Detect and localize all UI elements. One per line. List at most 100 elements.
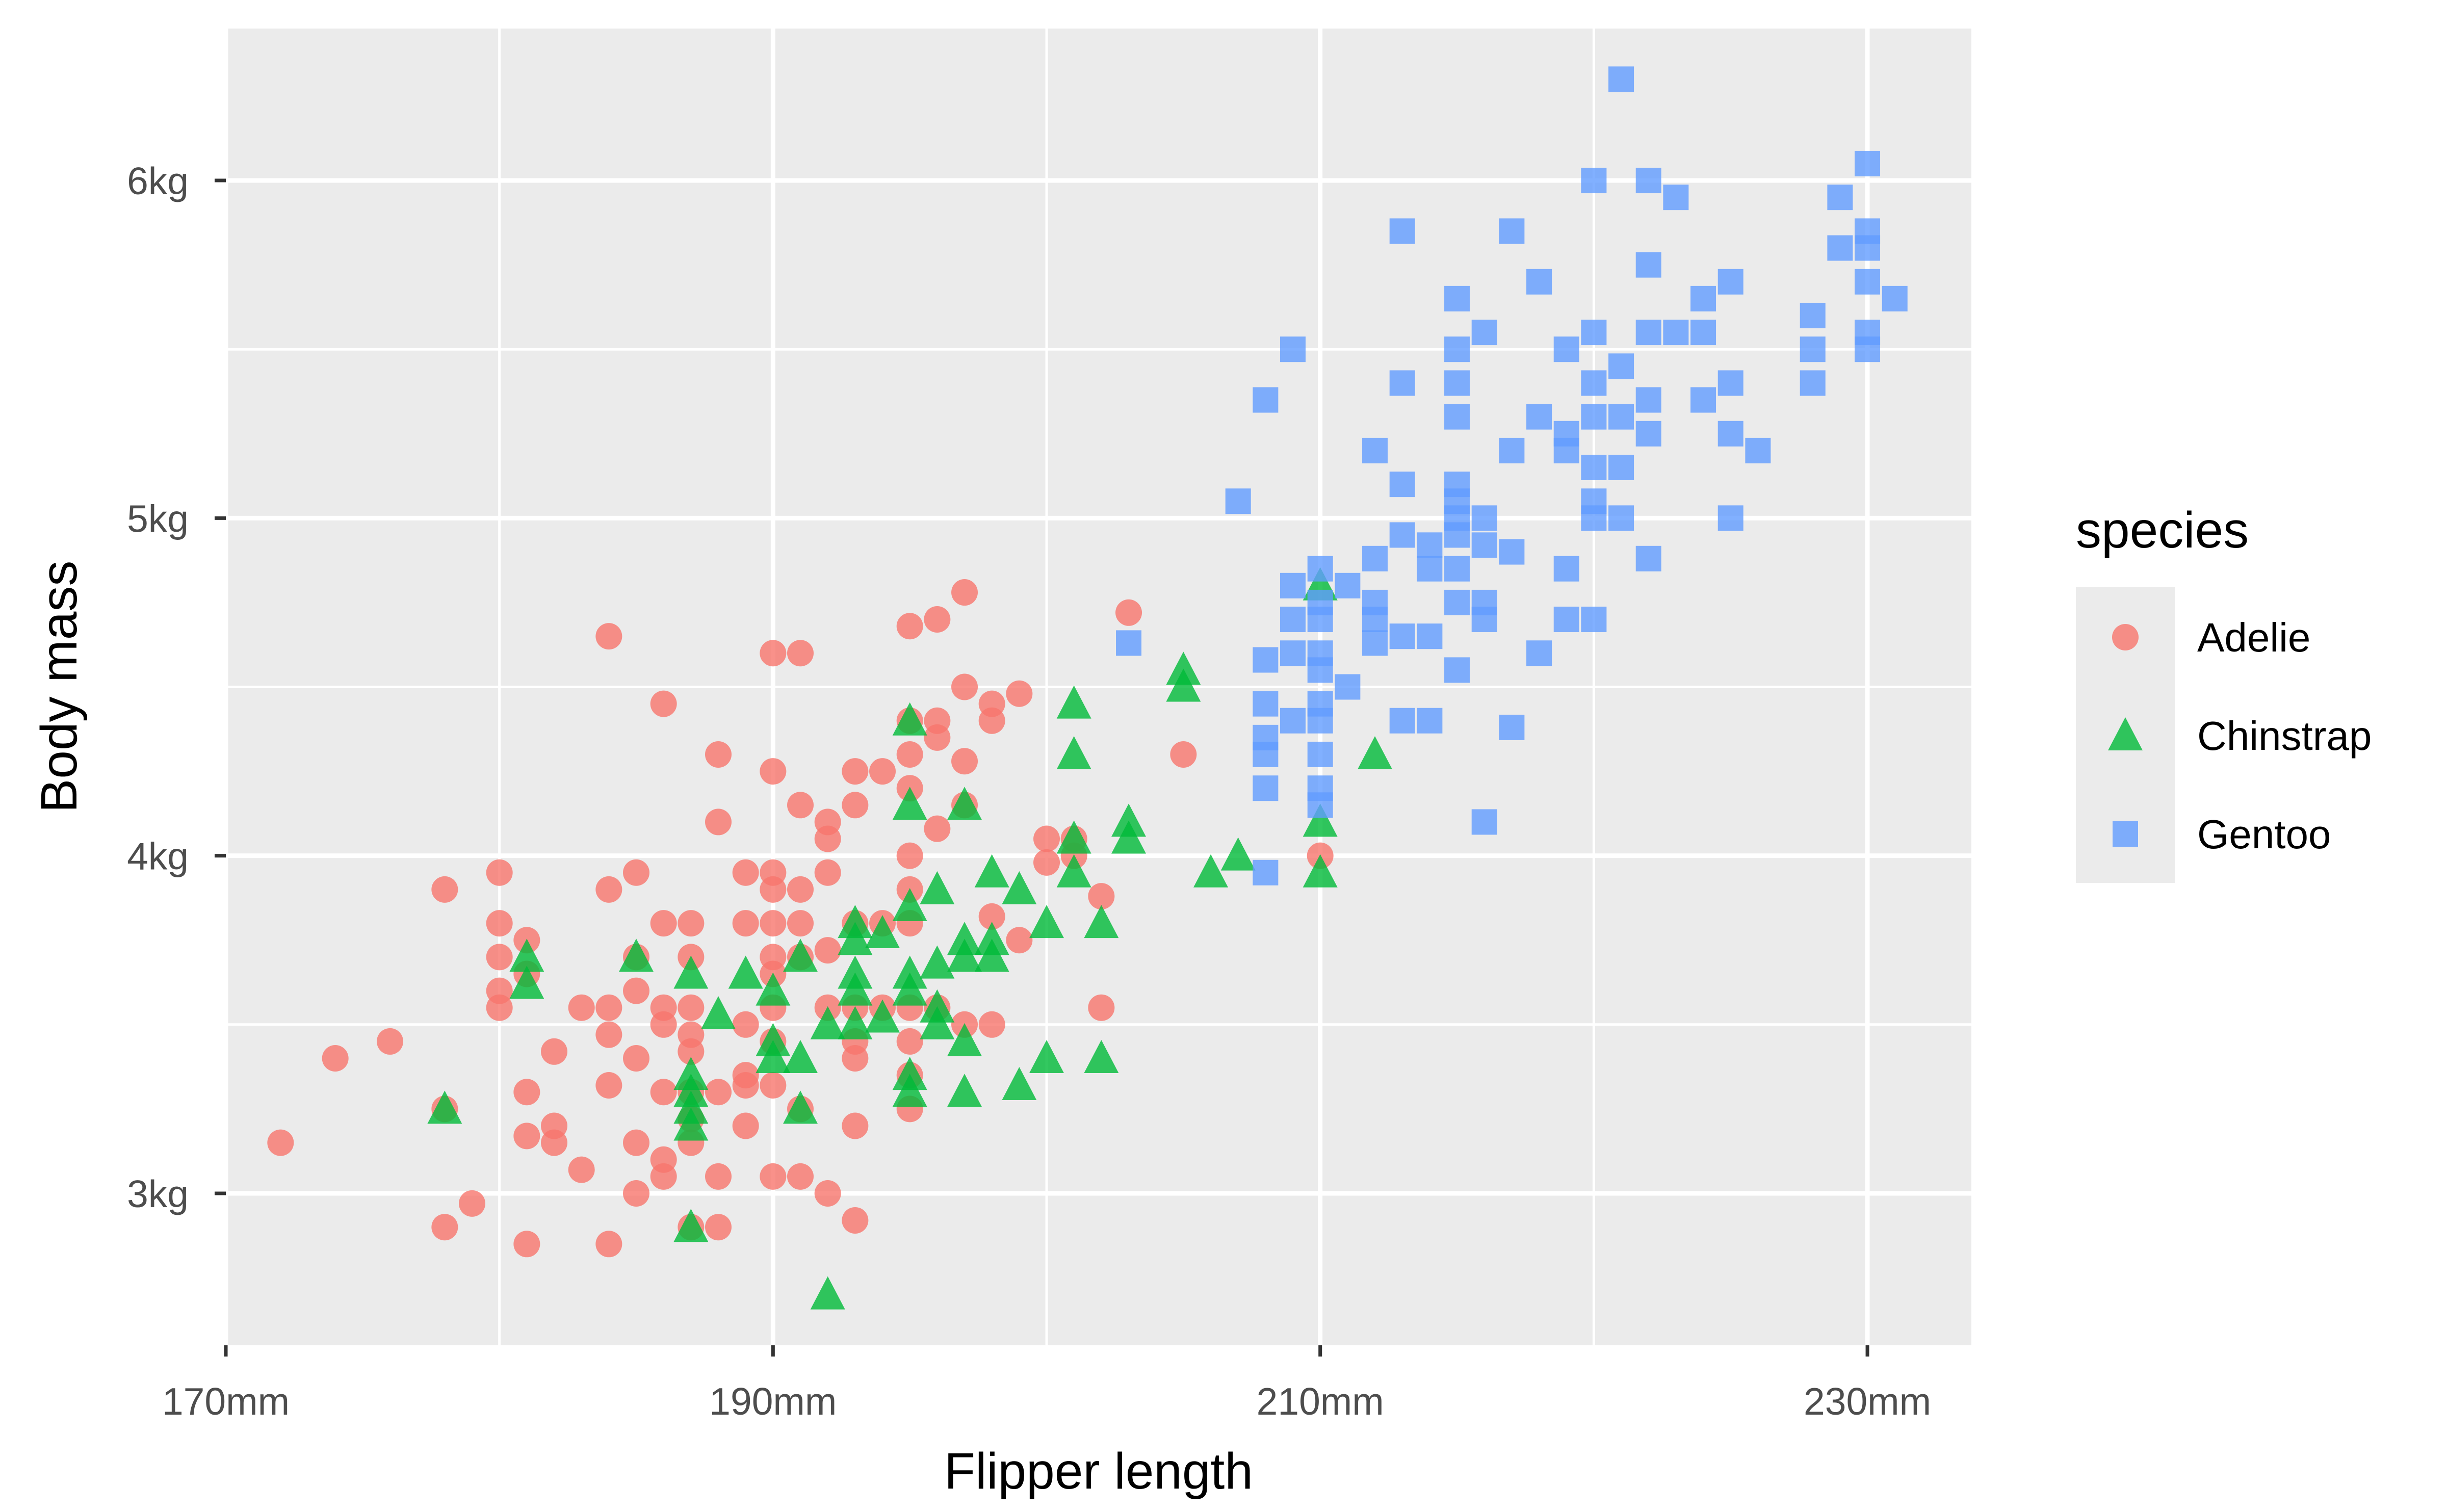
chinstrap-point bbox=[1358, 736, 1393, 769]
gentoo-point bbox=[1335, 572, 1361, 598]
gentoo-point bbox=[1499, 714, 1525, 740]
y-axis: 3kg 4kg 5kg 6kg bbox=[127, 160, 226, 1215]
gentoo-point bbox=[1253, 775, 1279, 801]
gentoo-point bbox=[1855, 150, 1881, 176]
gentoo-point bbox=[1417, 556, 1443, 582]
chinstrap-point bbox=[892, 1074, 927, 1107]
chinstrap-point bbox=[509, 966, 544, 999]
gentoo-point bbox=[1608, 505, 1634, 531]
chinstrap-point bbox=[1029, 1040, 1064, 1074]
gentoo-point bbox=[1362, 630, 1388, 656]
chinstrap-point bbox=[701, 996, 736, 1029]
gentoo-point bbox=[1253, 741, 1279, 767]
adelie-point bbox=[431, 1214, 458, 1241]
legend-label-gentoo: Gentoo bbox=[2197, 812, 2331, 857]
chinstrap-point bbox=[673, 1090, 709, 1124]
x-axis-title: Flipper length bbox=[944, 1443, 1253, 1500]
gentoo-point bbox=[1581, 455, 1607, 480]
x-tick-label: 190mm bbox=[709, 1380, 837, 1423]
adelie-point bbox=[842, 758, 869, 785]
chinstrap-point bbox=[1084, 905, 1119, 939]
gentoo-point bbox=[1307, 792, 1333, 818]
data-points bbox=[267, 66, 1908, 1310]
adelie-point bbox=[896, 842, 923, 869]
chinstrap-point bbox=[947, 939, 982, 972]
chinstrap-point bbox=[974, 922, 1009, 955]
chinstrap-point bbox=[1002, 871, 1037, 904]
gentoo-point bbox=[1608, 353, 1634, 379]
adelie-point bbox=[486, 944, 513, 971]
adelie-point bbox=[924, 606, 951, 633]
chinstrap-point bbox=[892, 888, 927, 921]
gentoo-point bbox=[1581, 370, 1607, 396]
gentoo-point bbox=[1581, 607, 1607, 633]
adelie-point bbox=[760, 876, 787, 903]
legend-label-adelie: Adelie bbox=[2197, 615, 2310, 660]
chinstrap-point bbox=[673, 1074, 709, 1107]
gentoo-point bbox=[1417, 623, 1443, 649]
chinstrap-point bbox=[947, 1074, 982, 1107]
adelie-point bbox=[377, 1028, 404, 1055]
chinstrap-point bbox=[756, 1040, 791, 1074]
gentoo-point bbox=[1553, 336, 1579, 362]
gentoo-point bbox=[1389, 370, 1415, 396]
gentoo-point bbox=[1526, 404, 1552, 430]
adelie-point bbox=[732, 859, 759, 886]
legend-title: species bbox=[2076, 502, 2249, 559]
gentoo-point bbox=[1444, 336, 1470, 362]
gentoo-point bbox=[1471, 809, 1497, 835]
adelie-point bbox=[842, 1112, 869, 1139]
gentoo-point bbox=[1307, 556, 1333, 582]
adelie-point bbox=[732, 1112, 759, 1139]
gentoo-point bbox=[1608, 455, 1634, 480]
chinstrap-point bbox=[865, 915, 900, 948]
gentoo-point bbox=[1581, 505, 1607, 531]
adelie-point bbox=[650, 1163, 677, 1190]
adelie-point bbox=[486, 859, 513, 886]
major-gridlines bbox=[223, 29, 1971, 1345]
adelie-point bbox=[978, 1011, 1005, 1038]
gentoo-point bbox=[1253, 647, 1279, 673]
adelie-point bbox=[541, 1038, 568, 1065]
adelie-point bbox=[650, 690, 677, 717]
gentoo-point bbox=[1307, 741, 1333, 767]
chinstrap-point bbox=[673, 955, 709, 989]
gentoo-point bbox=[1444, 556, 1470, 582]
chinstrap-point bbox=[892, 702, 927, 736]
adelie-point bbox=[541, 1129, 568, 1156]
adelie-point bbox=[595, 876, 622, 903]
adelie-point bbox=[705, 809, 732, 836]
adelie-point bbox=[760, 1072, 787, 1099]
gentoo-point bbox=[1608, 66, 1634, 92]
chinstrap-point bbox=[865, 999, 900, 1033]
adelie-point bbox=[1033, 825, 1060, 852]
chinstrap-point bbox=[1111, 803, 1147, 837]
gentoo-point bbox=[1471, 320, 1497, 346]
y-tick-label: 4kg bbox=[127, 835, 189, 878]
gentoo-point bbox=[1855, 336, 1881, 362]
legend-key-adelie bbox=[2112, 624, 2139, 650]
adelie-point bbox=[732, 910, 759, 937]
chinstrap-point bbox=[1303, 803, 1338, 837]
gentoo-point bbox=[1253, 859, 1279, 885]
gentoo-point bbox=[1526, 269, 1552, 295]
adelie-point bbox=[595, 1072, 622, 1099]
adelie-point bbox=[623, 859, 650, 886]
adelie-point bbox=[623, 1045, 650, 1072]
chinstrap-point bbox=[920, 871, 955, 904]
adelie-point bbox=[896, 741, 923, 768]
chinstrap-point bbox=[892, 955, 927, 989]
gentoo-point bbox=[1362, 437, 1388, 463]
chinstrap-point bbox=[1056, 685, 1091, 719]
adelie-point bbox=[623, 1180, 650, 1207]
gentoo-point bbox=[1553, 556, 1579, 582]
gentoo-point bbox=[1855, 269, 1881, 295]
gentoo-point bbox=[1280, 336, 1306, 362]
adelie-point bbox=[1115, 599, 1142, 626]
chinstrap-point bbox=[974, 939, 1009, 972]
x-axis: 170mm 190mm 210mm 230mm bbox=[162, 1345, 1931, 1423]
chinstrap-point bbox=[619, 939, 654, 972]
x-tick-label: 170mm bbox=[162, 1380, 290, 1423]
adelie-point bbox=[650, 1079, 677, 1106]
adelie-point bbox=[760, 910, 787, 937]
